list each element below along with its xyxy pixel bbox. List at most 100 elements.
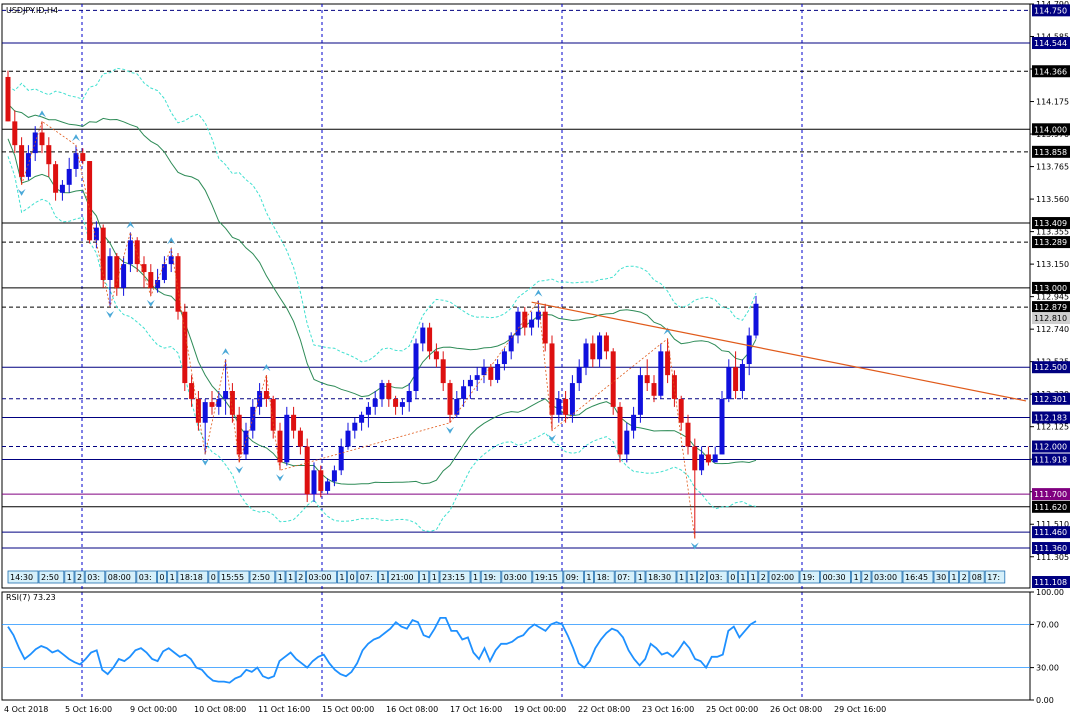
price-axis-tick-label: 114.175: [1036, 98, 1069, 107]
bull-candle-body: [467, 379, 473, 387]
time-label-text: 1: [278, 573, 283, 582]
time-label-text: 19:: [483, 573, 496, 582]
time-label-text: 2: [77, 573, 82, 582]
x-axis-tick-label: 26 Oct 08:00: [770, 705, 822, 714]
bull-candle-body: [461, 386, 467, 399]
time-label-box: [799, 570, 821, 584]
bull-candle-body: [576, 367, 582, 384]
bear-candle-body: [87, 161, 93, 241]
time-label-text: 03:: [710, 573, 723, 582]
price-level-tag: [1032, 123, 1070, 136]
x-axis-tick-label: 9 Oct 00:00: [130, 705, 177, 714]
x-axis-tick-label: 10 Oct 08:00: [194, 705, 246, 714]
time-label-box: [377, 570, 388, 584]
time-label-box: [347, 570, 358, 584]
time-label-text: 0: [730, 573, 735, 582]
time-label-text: 2: [761, 573, 766, 582]
price-level-tag: [1032, 440, 1070, 453]
time-label-text: 03:00: [308, 573, 331, 582]
bear-candle-body: [733, 367, 739, 392]
bull-candle-body: [93, 227, 99, 241]
bear-candle-body: [175, 256, 181, 312]
time-label-box: [501, 570, 533, 584]
price-level-label: 112.500: [1034, 363, 1067, 372]
bull-candle-body: [413, 343, 419, 392]
bull-candle-body: [372, 398, 378, 407]
bear-candle-body: [685, 422, 691, 447]
time-label-box: [295, 570, 306, 584]
time-label-text: 17:: [987, 573, 1000, 582]
bull-candle-body: [583, 343, 589, 368]
bear-candle-body: [277, 430, 283, 463]
fractal-up-marker: [534, 289, 543, 297]
time-label-text: 1: [432, 573, 437, 582]
price-level-tag: [1032, 488, 1070, 501]
x-axis-tick-label: 23 Oct 16:00: [642, 705, 694, 714]
bull-candle-body: [420, 327, 426, 344]
time-label-text: 1: [380, 573, 385, 582]
time-label-text: 1: [638, 573, 643, 582]
time-label-box: [167, 570, 178, 584]
bull-candle-body: [481, 367, 487, 376]
time-label-box: [136, 570, 157, 584]
rsi-axis-tick-label: 70.00: [1036, 620, 1059, 629]
time-label-text: 2: [962, 573, 967, 582]
x-axis-tick-label: 25 Oct 00:00: [706, 705, 758, 714]
price-level-label: 111.620: [1034, 503, 1067, 512]
time-label-box: [177, 570, 209, 584]
bear-candle-body: [386, 383, 392, 399]
time-label-text: 16:45: [905, 573, 928, 582]
bull-candle-body: [257, 391, 263, 407]
bear-candle-body: [603, 335, 609, 352]
bear-candle-body: [100, 227, 106, 280]
time-label-text: 15:55: [221, 573, 244, 582]
time-label-text: 1: [951, 573, 956, 582]
bull-candle-body: [535, 311, 541, 320]
time-label-box: [480, 570, 502, 584]
fractal-up-marker: [262, 364, 271, 372]
bull-candle-body: [719, 398, 725, 455]
time-label-text: 2: [298, 573, 303, 582]
price-level-label: 111.700: [1034, 490, 1067, 499]
time-label-text: 23:15: [442, 573, 465, 582]
price-axis-tick-label: 112.125: [1036, 423, 1069, 432]
time-label-text: 2:50: [252, 573, 270, 582]
bull-candle-body: [474, 375, 480, 380]
time-label-box: [738, 570, 749, 584]
fractal-up-marker: [38, 110, 46, 118]
bear-candle-body: [141, 264, 147, 273]
price-axis-tick-label: 113.560: [1036, 195, 1069, 204]
bull-candle-body: [365, 406, 371, 415]
fractal-up-marker: [167, 237, 176, 245]
price-axis-tick-label: 112.740: [1036, 325, 1069, 334]
price-level-tag: [1032, 236, 1070, 249]
main-price-panel: 114.790114.585114.380114.175113.970113.7…: [1, 0, 1070, 700]
price-level-label: 113.289: [1034, 238, 1067, 247]
bull-candle-body: [726, 367, 732, 399]
price-level-tag: [1032, 145, 1070, 158]
time-label-text: 07:: [360, 573, 373, 582]
bull-candle-body: [107, 256, 113, 280]
time-label-text: 08:00: [108, 573, 131, 582]
bear-candle-body: [53, 164, 59, 193]
bear-candle-body: [610, 351, 616, 407]
bull-candle-body: [406, 391, 412, 403]
time-label-text: 03:: [139, 573, 152, 582]
time-label-box: [969, 570, 985, 584]
time-label-text: 1: [679, 573, 684, 582]
time-label-box: [563, 570, 584, 584]
time-label-box: [984, 570, 1006, 584]
bull-candle-body: [216, 398, 222, 407]
fractal-down-marker: [690, 542, 699, 550]
time-label-box: [74, 570, 85, 584]
bear-candle-body: [549, 343, 555, 415]
bear-candle-body: [617, 406, 623, 455]
time-label-text: 1: [339, 573, 344, 582]
price-level-tag: [1032, 4, 1070, 17]
time-label-box: [902, 570, 934, 584]
time-label-box: [584, 570, 595, 584]
bear-candle-body: [393, 398, 399, 407]
time-label-text: 00:30: [823, 573, 846, 582]
